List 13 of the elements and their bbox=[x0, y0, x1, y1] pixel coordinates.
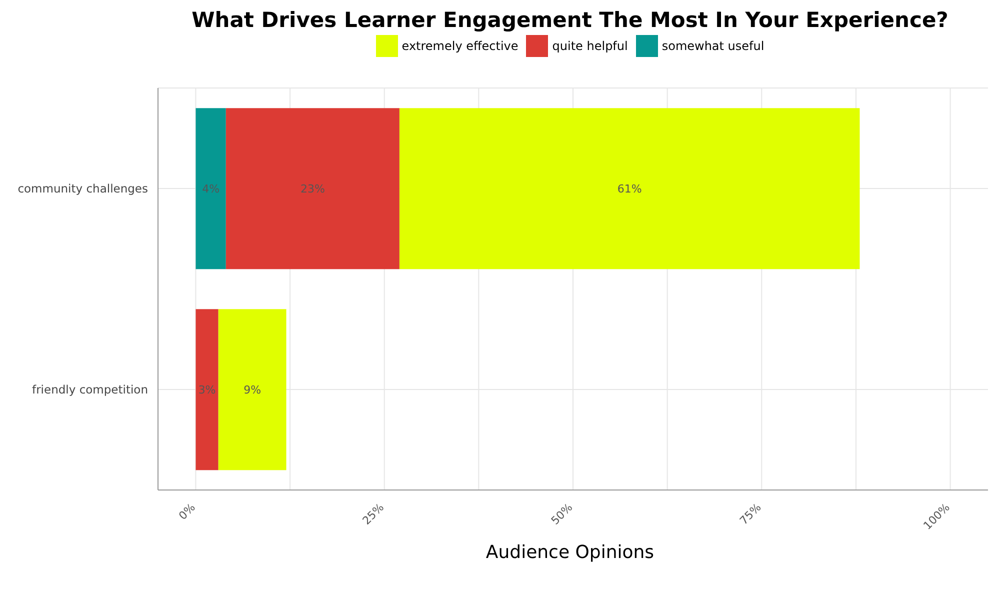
y-tick-label: community challenges bbox=[18, 182, 148, 196]
chart-title: What Drives Learner Engagement The Most In Your Experience? bbox=[190, 8, 950, 34]
data-label: 3% bbox=[198, 384, 216, 397]
x-axis-title: Audience Opinions bbox=[484, 542, 656, 563]
data-label: 61% bbox=[617, 182, 642, 196]
x-tick-label: 0% bbox=[176, 500, 198, 522]
data-label: 23% bbox=[300, 182, 325, 196]
data-label: 9% bbox=[244, 384, 262, 397]
legend-label: somewhat useful bbox=[662, 39, 764, 53]
legend-label: extremely effective bbox=[402, 39, 518, 53]
data-label: 4% bbox=[202, 182, 220, 196]
legend-label: quite helpful bbox=[552, 39, 628, 53]
y-tick-label: friendly competition bbox=[32, 382, 148, 396]
